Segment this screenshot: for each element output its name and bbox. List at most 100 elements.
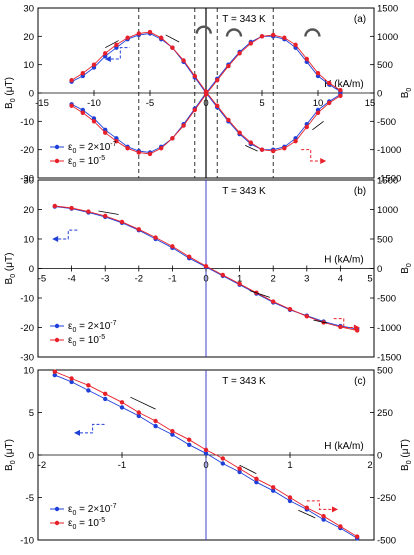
indicator-line <box>58 229 79 240</box>
y2-tick-label: 500 <box>377 366 393 377</box>
y2-tick-label: 1500 <box>377 176 398 187</box>
data-point <box>293 42 298 48</box>
data-point <box>287 498 293 504</box>
data-point <box>203 92 209 97</box>
y2-tick-label: -250 <box>377 493 396 504</box>
y-tick-label: 0 <box>29 89 34 100</box>
x-tick-label: 10 <box>313 98 324 109</box>
y-tick-label: -10 <box>20 536 34 547</box>
series-4 <box>69 32 343 157</box>
x-tick-label: 1 <box>287 460 292 471</box>
data-point <box>282 146 287 151</box>
indicator-line <box>80 423 106 434</box>
data-point <box>293 138 298 144</box>
data-point <box>315 110 321 116</box>
data-point <box>170 432 175 437</box>
y-tick-label: -5 <box>26 493 34 504</box>
data-point <box>69 379 74 385</box>
x-tick-label: 2 <box>367 460 372 471</box>
y-tick-label: 0 <box>29 264 34 275</box>
data-point <box>237 281 242 287</box>
legend-marker <box>54 323 60 329</box>
x-tick-label: -3 <box>101 274 109 285</box>
data-point <box>338 324 343 330</box>
data-point <box>304 314 309 319</box>
data-point <box>119 405 125 410</box>
y-tick-label: 30 <box>23 176 34 187</box>
data-point <box>153 423 158 429</box>
temperature-annotation: T = 343 K <box>222 14 266 25</box>
data-point <box>327 80 332 86</box>
legend-marker <box>54 158 60 164</box>
data-point <box>103 130 108 135</box>
series-2 <box>52 369 360 539</box>
x-tick-label: 0 <box>203 274 208 285</box>
step-indicator-left <box>104 47 130 62</box>
data-point <box>86 388 91 393</box>
y2-tick-label: -500 <box>377 117 396 128</box>
indicator-line <box>306 500 332 510</box>
data-point <box>136 227 141 232</box>
data-point <box>338 93 343 99</box>
chart-panel-2: -5 -4 -3 -2 -1 0 1 2 3 4 5-30-20-100102030-1500-10… <box>4 176 413 364</box>
y2-tick-label: -1500 <box>377 353 401 364</box>
y-axis-label: B0 (μT) <box>4 439 17 471</box>
x-tick-label: 4 <box>338 274 343 285</box>
rotation-arrow-icon <box>304 28 321 37</box>
data-point <box>125 146 130 151</box>
data-point <box>192 73 197 79</box>
data-point <box>327 100 332 106</box>
direction-arrow <box>313 319 328 324</box>
data-point <box>237 130 242 135</box>
data-point <box>220 456 225 461</box>
data-point <box>215 103 220 108</box>
data-point <box>103 213 108 219</box>
x-tick-label: -5 <box>146 98 154 109</box>
x-axis-label: H (kA/m) <box>324 441 363 452</box>
y-tick-label: -30 <box>20 353 34 364</box>
data-point <box>254 476 259 481</box>
data-point <box>69 376 74 381</box>
data-point <box>203 451 209 456</box>
legend-label: ε0 = 2×10-7 <box>68 320 117 334</box>
data-point <box>170 45 175 50</box>
data-point <box>69 103 74 108</box>
legend-marker <box>54 144 60 150</box>
direction-arrow <box>165 34 180 43</box>
data-point <box>170 429 175 434</box>
y-tick-label: 10 <box>23 366 34 377</box>
y2-tick-label: 250 <box>377 408 393 419</box>
data-point <box>80 110 86 116</box>
y-tick-label: 0 <box>29 451 34 462</box>
legend-label: ε0 = 10-5 <box>68 334 105 348</box>
y2-tick-label: 500 <box>377 235 393 246</box>
legend-marker <box>54 506 60 512</box>
data-point <box>315 70 321 76</box>
y2-tick-label: 0 <box>377 264 382 275</box>
direction-arrow <box>245 145 258 152</box>
data-point <box>304 505 309 510</box>
data-point <box>271 32 276 38</box>
y-tick-label: -10 <box>20 117 34 128</box>
data-point <box>170 244 175 249</box>
data-point <box>103 51 108 56</box>
legend: ε0 = 2×10-7ε0 = 10-5 <box>50 141 117 169</box>
data-point <box>69 78 74 83</box>
y2-tick-label: -1000 <box>377 323 401 334</box>
rotation-arrow-icon <box>225 28 243 37</box>
indicator-arrowhead <box>320 158 327 164</box>
y2-tick-label: -500 <box>377 536 396 547</box>
data-point <box>181 58 186 63</box>
direction-arrow <box>239 464 257 475</box>
y-tick-label: 20 <box>23 205 34 216</box>
data-point <box>136 413 141 419</box>
data-point <box>304 124 309 130</box>
data-point <box>271 485 276 490</box>
x-axis-label: H (kA/m) <box>324 79 363 90</box>
data-point <box>226 63 231 69</box>
data-point <box>114 138 119 144</box>
series-2 <box>52 203 360 333</box>
temperature-annotation: T = 343 K <box>222 376 266 387</box>
